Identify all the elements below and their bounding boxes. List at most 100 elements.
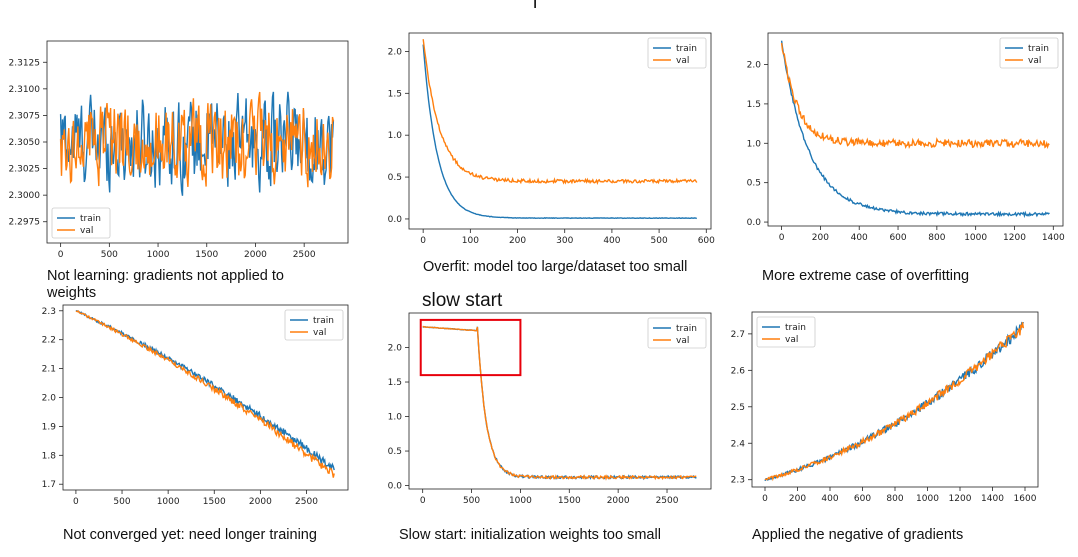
page-heading-fragment: l [533, 0, 538, 13]
chart-5-svg: 0 500 1000 1500 2000 2500 0.0 0.5 1.0 1.5 2.0 train… [388, 312, 712, 506]
caption-not-learning: Not learning: gradients not applied to w… [47, 268, 284, 301]
chart-4-ytick-label: 1.7 [42, 480, 56, 490]
chart-4-svg: 0 500 1000 1500 2000 2500 1.7 1.8 1.9 2.0 2.1 2.2 2.… [42, 304, 349, 507]
legend-label-train: train [785, 323, 806, 333]
chart-1-ytick-label: 2.3075 [9, 111, 41, 121]
chart-1-xtick-label: 500 [101, 250, 118, 260]
chart-4-xtick-label: 2500 [295, 497, 318, 507]
legend-label-val: val [313, 328, 326, 338]
chart-5-ytick-label: 1.0 [388, 413, 403, 423]
chart-3-xtick-label: 1400 [1042, 233, 1065, 243]
caption-slow-start: Slow start: initialization weights too s… [399, 527, 661, 543]
chart-1-ytick-label: 2.3050 [9, 138, 41, 148]
chart-1-xtick-label: 1500 [195, 250, 218, 260]
chart-4-ytick-label: 2.0 [42, 394, 57, 404]
chart-1-series-train [59, 91, 335, 196]
chart-6-legend: train val [756, 316, 816, 348]
chart-1-ytick-label: 2.3025 [9, 165, 41, 175]
chart-4-xtick-label: 2000 [249, 497, 272, 507]
chart-6-ytick-label: 2.4 [731, 439, 746, 449]
chart-2-ytick-label: 0.0 [388, 215, 403, 225]
chart-1-xtick-label: 2500 [293, 250, 316, 260]
chart-3-ytick-label: 1.5 [747, 100, 761, 110]
chart-1-ytick-label: 2.3125 [9, 58, 41, 68]
chart-2-xtick-label: 200 [509, 236, 526, 246]
chart-2-svg: 0 100 200 300 400 500 600 0.0 0.5 1.0 1.5 2.0 train v… [388, 32, 715, 246]
chart-3-ytick-label: 2.0 [747, 61, 762, 71]
chart-3-xtick-label: 600 [889, 233, 906, 243]
chart-3-frame [767, 32, 1064, 227]
chart-4-legend: train val [284, 309, 344, 341]
chart-2-xtick-label: 300 [556, 236, 573, 246]
chart-4-ytick-label: 1.8 [42, 451, 57, 461]
chart-6-xtick-label: 400 [821, 494, 838, 504]
chart-1-series-val [59, 91, 335, 188]
chart-2-xtick-label: 400 [603, 236, 620, 246]
chart-panel-2: 0 100 200 300 400 500 600 0.0 0.5 1.0 1.5 2.0 train v… [0, 0, 720, 270]
chart-2-ytick-label: 1.5 [388, 89, 402, 99]
chart-4-ytick-label: 1.9 [42, 422, 57, 432]
chart-5-ytick-label: 1.5 [388, 378, 402, 388]
legend-label-train: train [80, 214, 101, 224]
chart-3-xtick-label: 1200 [1003, 233, 1026, 243]
chart-5-ytick-label: 0.0 [388, 482, 403, 492]
chart-3-xtick-label: 200 [812, 233, 829, 243]
chart-5-xtick-label: 500 [463, 496, 480, 506]
chart-2-xtick-label: 600 [698, 236, 715, 246]
chart-3-series-train [780, 40, 1050, 219]
chart-6-xtick-label: 200 [789, 494, 806, 504]
legend-label-val: val [676, 336, 689, 346]
chart-3-ytick-label: 1.0 [747, 139, 762, 149]
chart-1-legend: train val [51, 207, 111, 239]
chart-6-ytick-label: 2.5 [731, 403, 745, 413]
chart-3-series-val [780, 42, 1050, 150]
chart-1-ytick-label: 2.3100 [9, 85, 41, 95]
chart-3-legend: train val [999, 37, 1059, 69]
legend-label-train: train [313, 316, 334, 326]
chart-2-ytick-label: 0.5 [388, 173, 402, 183]
chart-6-xtick-label: 0 [762, 494, 768, 504]
chart-5-highlight-box [419, 318, 522, 377]
chart-1-svg: 0 500 1000 1500 2000 2500 2.2975 2.3000 2.3025 2.… [9, 40, 349, 260]
chart-5-ytick-label: 0.5 [388, 447, 402, 457]
chart-panel-5: 0 500 1000 1500 2000 2500 0.0 0.5 1.0 1.5 2.0 train… [388, 312, 712, 506]
chart-2-xtick-label: 500 [651, 236, 668, 246]
chart-1-xtick-label: 1000 [147, 250, 170, 260]
chart-5-xtick-label: 1500 [558, 496, 581, 506]
chart-6-ytick-label: 2.7 [731, 330, 745, 340]
chart-4-xtick-label: 500 [113, 497, 130, 507]
chart-4-xtick-label: 1500 [203, 497, 226, 507]
chart-2-frame [408, 32, 712, 230]
chart-6-ytick-label: 2.6 [731, 366, 746, 376]
chart-2-ytick-label: 1.0 [388, 131, 403, 141]
chart-5-xtick-label: 2000 [607, 496, 630, 506]
chart-4-xtick-label: 1000 [157, 497, 180, 507]
chart-3-xtick-label: 1000 [964, 233, 987, 243]
chart-2-ytick-label: 2.0 [388, 47, 403, 57]
chart-5-xtick-label: 2500 [656, 496, 679, 506]
chart-5-xtick-label: 0 [420, 496, 426, 506]
chart-4-xtick-label: 0 [73, 497, 79, 507]
chart-6-xtick-label: 1200 [949, 494, 972, 504]
chart-6-ytick-label: 2.3 [731, 476, 745, 486]
slow-start-heading: slow start [422, 290, 503, 311]
chart-4-series-val [75, 310, 335, 478]
caption-negative-gradients: Applied the negative of gradients [752, 527, 964, 543]
chart-2-xtick-label: 0 [420, 236, 426, 246]
chart-5-series-val [422, 325, 697, 481]
chart-2-series-train [422, 44, 697, 220]
chart-panel-4: 0 500 1000 1500 2000 2500 1.7 1.8 1.9 2.0 2.1 2.2 2.… [0, 0, 360, 557]
chart-5-frame [408, 312, 712, 490]
chart-3-xtick-label: 0 [779, 233, 785, 243]
chart-1-xtick-label: 2000 [244, 250, 267, 260]
legend-label-val: val [676, 56, 689, 66]
chart-5-xtick-label: 1000 [509, 496, 532, 506]
chart-3-ytick-label: 0.0 [747, 218, 762, 228]
caption-overfit: Overfit: model too large/dataset too sma… [423, 259, 688, 275]
legend-label-val: val [80, 226, 93, 236]
chart-2-xtick-label: 100 [462, 236, 479, 246]
chart-3-xtick-label: 400 [851, 233, 868, 243]
legend-label-train: train [1028, 44, 1049, 54]
chart-4-ytick-label: 2.3 [42, 307, 56, 317]
